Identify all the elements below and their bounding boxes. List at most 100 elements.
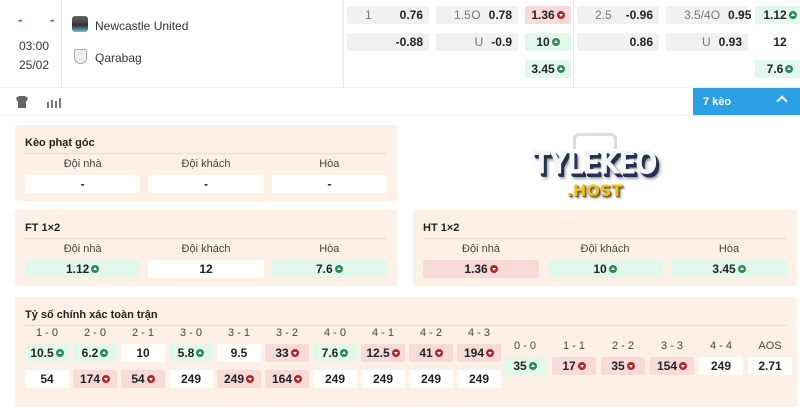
- score-odds-cell[interactable]: 54: [121, 370, 165, 388]
- ah_ft-cell[interactable]: 1 0.76: [347, 6, 429, 24]
- ou_ft-cell[interactable]: U -0.9: [436, 33, 518, 51]
- odds-value: 194: [463, 346, 485, 360]
- arrow-up-icon: [737, 265, 746, 273]
- score-odds-cell[interactable]: 249: [409, 370, 453, 388]
- column-header: Đội khách: [580, 243, 630, 255]
- arrow-up-icon: [788, 11, 797, 19]
- odds-value: 10.5: [30, 346, 54, 360]
- score-odds-cell[interactable]: 164: [265, 370, 309, 388]
- score-label: 3 - 0: [179, 327, 202, 339]
- score-odds-cell[interactable]: 2.71: [748, 357, 792, 375]
- ht-1x2-cell[interactable]: 10: [525, 33, 571, 51]
- correct-score-section: Tỷ số chính xác toàn trận 1 - 0 10.5 54 2 - …: [15, 297, 797, 407]
- arrow-up-icon: [785, 65, 794, 73]
- score-odds-cell[interactable]: 54: [25, 370, 69, 388]
- odds-value: 9.5: [230, 346, 248, 360]
- odds-cell[interactable]: 3.45: [671, 260, 787, 278]
- score-odds-cell[interactable]: 154: [650, 357, 694, 375]
- odds-value: 6.2: [81, 346, 99, 360]
- divider: [61, 0, 62, 87]
- odds-value: 1.36: [464, 262, 488, 276]
- section-title: Tỷ số chính xác toàn trận: [25, 309, 158, 321]
- score-odds-cell[interactable]: 17: [552, 357, 596, 375]
- score-odds-cell[interactable]: 249: [169, 370, 213, 388]
- home-team[interactable]: Newcastle United: [95, 19, 189, 33]
- score-label: 1 - 0: [35, 327, 58, 339]
- score-odds-cell[interactable]: 7.6: [313, 344, 357, 362]
- ah_ft-cell[interactable]: -0.88: [347, 33, 429, 51]
- more-bets-button[interactable]: 7 kèo: [693, 88, 800, 115]
- ht-1x2-cell[interactable]: 1.36: [525, 6, 571, 24]
- score-odds-cell[interactable]: 10: [121, 344, 165, 362]
- score-odds-cell[interactable]: 249: [457, 370, 501, 388]
- divider: [25, 153, 387, 154]
- jersey-icon[interactable]: [16, 96, 28, 108]
- odds-cell[interactable]: -: [271, 175, 387, 193]
- score-odds-cell[interactable]: 249: [217, 370, 261, 388]
- odds-value: 249: [420, 372, 442, 386]
- ou_2-cell[interactable]: 3.5/4 O 0.95: [666, 6, 752, 24]
- odds-value: 7.6: [766, 62, 784, 76]
- arrow-down-icon: [486, 349, 495, 357]
- odds-value: 10: [593, 262, 607, 276]
- odds-value: 35: [611, 359, 625, 373]
- ou_2-cell[interactable]: U 0.93: [666, 33, 748, 51]
- section-title: HT 1×2: [423, 222, 460, 234]
- ft-1x2-cell[interactable]: 7.6: [755, 60, 800, 78]
- score-odds-cell[interactable]: 33: [265, 344, 309, 362]
- ft-1x2-cell[interactable]: 12: [755, 33, 800, 51]
- arrow-down-icon: [290, 349, 299, 357]
- score-odds-cell[interactable]: 9.5: [217, 344, 261, 362]
- odds-cell[interactable]: 7.6: [271, 260, 387, 278]
- score-odds-cell[interactable]: 35: [503, 357, 547, 375]
- score-odds-cell[interactable]: 194: [457, 344, 501, 362]
- column-header: Đội nhà: [63, 243, 102, 255]
- odds-value: 17: [562, 359, 576, 373]
- odds-cell[interactable]: 1.36: [423, 260, 539, 278]
- score-odds-cell[interactable]: 6.2: [73, 344, 117, 362]
- line-label: 1.5: [454, 8, 471, 22]
- score-odds-cell[interactable]: 249: [699, 357, 743, 375]
- arrow-down-icon: [391, 349, 400, 357]
- ft-1x2-cell[interactable]: 1.12: [755, 6, 800, 24]
- section-title: Kèo phạt góc: [25, 137, 95, 149]
- odds-value: 33: [275, 346, 289, 360]
- ah_2-cell[interactable]: 2.5 -0.96: [577, 6, 659, 24]
- score-odds-cell[interactable]: 41: [409, 344, 453, 362]
- newcastle-crest-icon: [72, 16, 88, 32]
- score-odds-cell[interactable]: 174: [73, 370, 117, 388]
- match-date: 25/02: [19, 58, 50, 72]
- more-bets-label: 7 kèo: [703, 95, 732, 108]
- score-odds-cell[interactable]: 249: [361, 370, 405, 388]
- odds-value: 12: [773, 35, 787, 49]
- ah_2-cell[interactable]: 0.86: [577, 33, 659, 51]
- stats-icon[interactable]: [46, 96, 62, 108]
- odds-cell[interactable]: -: [148, 175, 264, 193]
- odds-cell[interactable]: 1.12: [25, 260, 141, 278]
- arrow-up-icon: [556, 65, 565, 73]
- score-odds-cell[interactable]: 10.5: [25, 344, 69, 362]
- odds-value: 249: [180, 372, 202, 386]
- odds-cell[interactable]: 10: [547, 260, 663, 278]
- column-header: Hòa: [319, 158, 340, 170]
- odds-value: 0.78: [488, 8, 512, 22]
- away-team[interactable]: Qarabag: [95, 51, 142, 65]
- arrow-up-icon: [196, 349, 205, 357]
- arrow-down-icon: [556, 11, 565, 19]
- column-header: Đội khách: [181, 243, 231, 255]
- score-odds-cell[interactable]: 249: [313, 370, 357, 388]
- odds-value: 54: [40, 372, 54, 386]
- odds-cell[interactable]: -: [25, 175, 141, 193]
- odds-value: 1.12: [65, 262, 90, 276]
- score-odds-cell[interactable]: 5.8: [169, 344, 213, 362]
- arrow-up-icon: [551, 38, 560, 46]
- odds-value: 0.95: [728, 8, 752, 22]
- odds-value: -0.88: [395, 35, 423, 49]
- ht-1x2-cell[interactable]: 3.45: [525, 60, 571, 78]
- score-odds-cell[interactable]: 12.5: [361, 344, 405, 362]
- odds-cell[interactable]: 12: [148, 260, 264, 278]
- odds-value: 0.86: [629, 35, 653, 49]
- ou_ft-cell[interactable]: 1.5 O 0.78: [436, 6, 518, 24]
- arrow-up-icon: [100, 349, 109, 357]
- score-odds-cell[interactable]: 35: [601, 357, 645, 375]
